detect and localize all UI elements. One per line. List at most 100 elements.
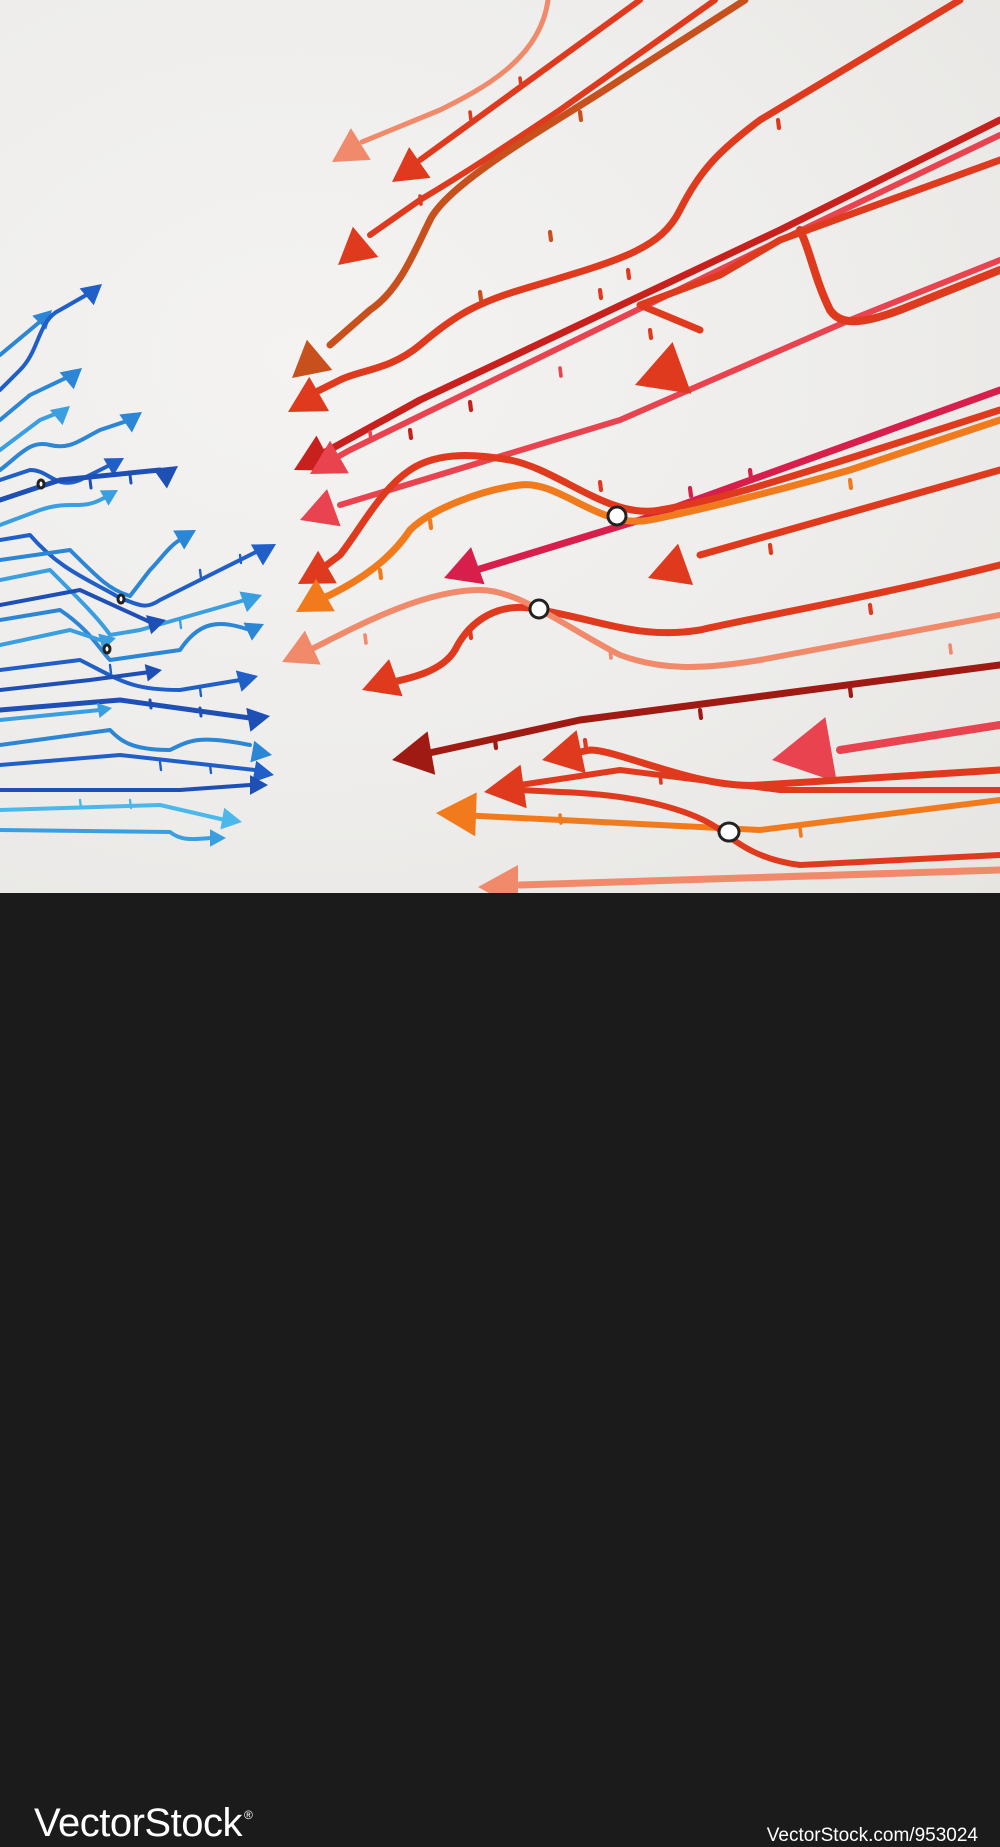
blue-line-22 (0, 798, 242, 830)
arrow-line-icon (103, 458, 124, 476)
blue-line-21-stroke (0, 783, 252, 792)
brand-logo: VectorStock ® (34, 1801, 253, 1846)
tick-mark (427, 517, 434, 531)
red-line-23-stroke (516, 866, 1000, 889)
red-line-2-stroke (417, 0, 643, 163)
arrow-line-icon (98, 633, 116, 651)
arrow-line-icon (239, 591, 262, 613)
arrow-line-icon (298, 550, 337, 584)
blue-line-23-stroke (0, 828, 212, 842)
arrow-line-icon (220, 807, 242, 830)
junction-node-icon (717, 821, 741, 843)
tick-mark (108, 663, 113, 675)
red-arrow-lines (282, 0, 1000, 893)
red-line-18-stroke (836, 721, 1000, 754)
red-line-23 (478, 865, 1000, 893)
red-line-4-stroke (326, 0, 749, 349)
tick-mark (467, 399, 474, 413)
tick-mark (847, 685, 854, 699)
blue-line-2 (0, 284, 102, 392)
arrow-line-icon (210, 829, 226, 847)
red-line-12-stroke (696, 466, 1000, 559)
arrow-line-icon (392, 731, 436, 775)
arrow-line-icon (250, 775, 268, 795)
blue-line-14-stroke (0, 628, 102, 647)
blue-line-16 (0, 664, 162, 692)
tick-mark (558, 366, 563, 378)
tick-mark (198, 706, 203, 718)
arrow-line-icon (478, 865, 518, 893)
tick-mark (775, 117, 782, 131)
junction-node-icon (528, 598, 550, 620)
tick-mark (198, 686, 203, 698)
arrow-line-icon (288, 376, 330, 412)
tick-mark (658, 773, 663, 785)
tick-mark (468, 110, 473, 122)
red-line-9 (796, 226, 1000, 326)
red-line-3 (338, 0, 718, 265)
red-line-3-stroke (367, 0, 718, 238)
red-line-13-stroke (316, 406, 1000, 574)
arrow-line-icon (292, 339, 333, 378)
tick-mark (767, 542, 774, 556)
blue-line-19 (0, 728, 272, 763)
junction-node-icon (116, 593, 126, 605)
blue-line-5-stroke (0, 418, 132, 472)
tick-mark (88, 478, 93, 490)
red-line-7 (310, 132, 1000, 474)
red-line-14 (296, 416, 1000, 612)
blue-arrow-lines (0, 284, 276, 847)
blue-line-18-stroke (0, 708, 102, 722)
arrow-line-icon (484, 764, 527, 809)
red-line-10-stroke (636, 156, 1000, 334)
tick-mark (418, 194, 423, 206)
arrow-line-icon (49, 406, 70, 426)
arrow-line-icon (96, 702, 112, 719)
red-line-22-stroke (517, 787, 1000, 868)
red-line-8-stroke (337, 257, 1000, 508)
tick-mark (608, 648, 613, 660)
blue-line-1 (0, 310, 52, 357)
red-line-1-stroke (359, 0, 551, 145)
illustration-canvas (0, 0, 1000, 893)
tick-mark (148, 698, 153, 710)
tick-mark (697, 707, 704, 721)
red-line-9-stroke (796, 226, 1000, 326)
arrow-line-icon (772, 717, 837, 783)
blue-line-4 (0, 406, 70, 452)
junction-nodes (36, 478, 741, 843)
red-line-21 (436, 792, 1000, 838)
arrow-line-icon (99, 490, 118, 506)
tick-mark (625, 267, 632, 281)
red-line-5 (288, 0, 964, 412)
red-line-15-stroke (376, 561, 1000, 689)
red-line-14-stroke (314, 416, 1000, 604)
blue-line-12 (0, 588, 166, 635)
blue-line-19-stroke (0, 728, 252, 752)
tick-mark (467, 627, 474, 641)
blue-line-16-stroke (0, 670, 152, 692)
tick-mark (363, 633, 368, 645)
arrow-line-icon (235, 670, 258, 692)
red-line-10 (635, 156, 1000, 394)
arrow-line-icon (300, 489, 341, 527)
arrow-line-icon (338, 226, 379, 265)
blue-line-10-stroke (0, 538, 182, 598)
blue-line-10 (0, 530, 196, 598)
arrow-line-icon (32, 310, 52, 330)
arrow-line-icon (392, 147, 431, 182)
arrow-line-icon (310, 440, 349, 474)
blue-line-8 (0, 490, 118, 527)
blue-line-11 (0, 568, 262, 637)
blue-line-13-stroke (0, 608, 252, 662)
blue-line-8-stroke (0, 493, 112, 527)
red-line-7-stroke (329, 132, 1000, 463)
tick-mark (948, 643, 953, 655)
tick-mark (747, 467, 754, 481)
blue-line-2-stroke (0, 288, 97, 392)
blue-line-7-stroke (0, 467, 163, 503)
arrow-line-icon (635, 342, 692, 394)
blue-line-13 (0, 608, 264, 662)
arrow-line-icon (144, 664, 162, 682)
arrow-line-icon (436, 792, 477, 837)
